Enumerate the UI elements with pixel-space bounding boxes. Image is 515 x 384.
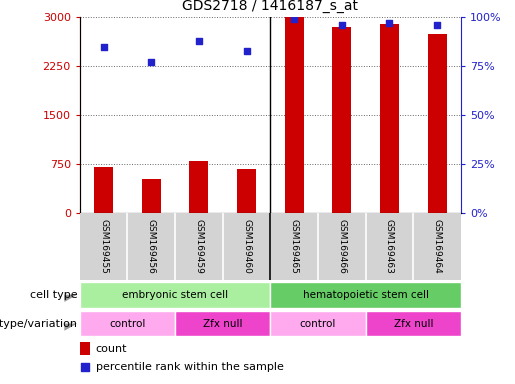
Text: GSM169460: GSM169460: [242, 219, 251, 274]
Text: GSM169464: GSM169464: [433, 219, 441, 274]
Text: embryonic stem cell: embryonic stem cell: [122, 290, 228, 300]
Text: GSM169456: GSM169456: [147, 219, 156, 274]
Text: control: control: [300, 318, 336, 329]
Point: [433, 22, 441, 28]
Point: [290, 16, 298, 22]
Text: hematopoietic stem cell: hematopoietic stem cell: [303, 290, 428, 300]
Text: Zfx null: Zfx null: [393, 318, 433, 329]
Polygon shape: [64, 323, 77, 331]
Text: GSM169463: GSM169463: [385, 219, 394, 274]
Text: count: count: [96, 344, 127, 354]
Bar: [270, 282, 461, 308]
Point: [147, 59, 156, 65]
Bar: [427, 34, 447, 213]
Bar: [80, 342, 91, 355]
Bar: [332, 27, 351, 213]
Text: GSM169465: GSM169465: [290, 219, 299, 274]
Bar: [380, 24, 399, 213]
Point: [243, 48, 251, 54]
Bar: [142, 179, 161, 213]
Bar: [285, 17, 304, 213]
Text: GSM169466: GSM169466: [337, 219, 346, 274]
Text: control: control: [109, 318, 146, 329]
Bar: [270, 311, 366, 336]
Text: genotype/variation: genotype/variation: [0, 318, 77, 329]
Point: [385, 20, 393, 26]
Bar: [94, 167, 113, 213]
Point: [81, 364, 89, 370]
Text: cell type: cell type: [30, 290, 77, 300]
Title: GDS2718 / 1416187_s_at: GDS2718 / 1416187_s_at: [182, 0, 358, 13]
Bar: [366, 311, 461, 336]
Text: GSM169455: GSM169455: [99, 219, 108, 274]
Polygon shape: [64, 295, 77, 302]
Point: [338, 22, 346, 28]
Bar: [175, 311, 270, 336]
Text: GSM169459: GSM169459: [195, 219, 203, 274]
Bar: [80, 282, 270, 308]
Text: percentile rank within the sample: percentile rank within the sample: [96, 362, 284, 372]
Point: [195, 38, 203, 44]
Bar: [190, 161, 209, 213]
Text: Zfx null: Zfx null: [203, 318, 243, 329]
Bar: [237, 169, 256, 213]
Point: [99, 44, 108, 50]
Bar: [80, 311, 175, 336]
